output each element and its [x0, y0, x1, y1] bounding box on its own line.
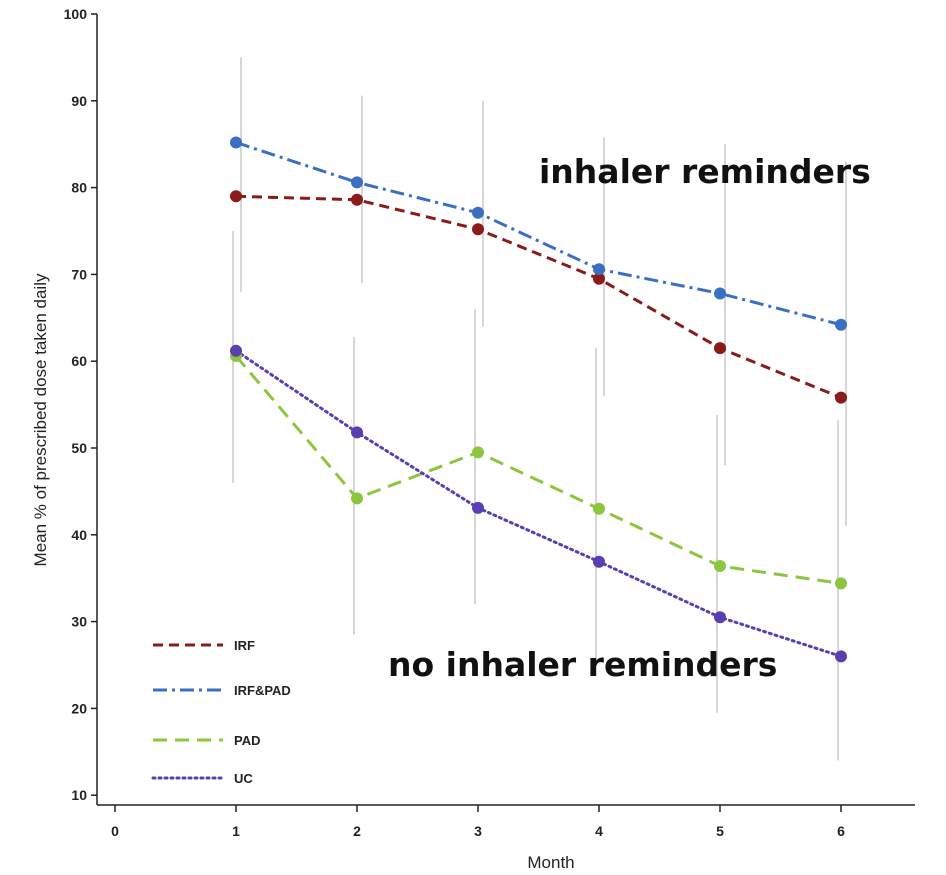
data-point-irf-pad	[351, 176, 363, 189]
data-point-irf	[593, 272, 605, 285]
data-point-uc	[472, 501, 484, 514]
legend: IRF IRF&PAD PAD UC	[151, 638, 291, 786]
data-point-uc	[351, 426, 363, 439]
y-tick-label: 10	[71, 787, 87, 803]
series-line-irf	[235, 194, 842, 400]
x-tick-label: 1	[232, 823, 240, 839]
x-axis-title: Month	[527, 853, 574, 872]
data-point-uc	[230, 344, 242, 357]
data-point-uc	[835, 650, 847, 663]
legend-label-irf: IRF	[234, 638, 255, 653]
x-tick-label: 3	[474, 823, 482, 839]
y-tick-label: 90	[71, 93, 87, 109]
data-point-irf	[835, 391, 847, 404]
x-tick-label: 2	[353, 823, 361, 839]
data-point-pad	[835, 577, 847, 590]
y-tick-label: 30	[71, 614, 87, 630]
data-point-pad	[351, 492, 363, 505]
y-tick-label: 80	[71, 180, 87, 196]
data-point-irf	[472, 223, 484, 236]
annotation-inhaler-reminders: inhaler reminders	[539, 152, 871, 191]
series-points	[230, 136, 847, 663]
data-point-irf-pad	[230, 136, 242, 149]
data-point-irf	[351, 193, 363, 206]
y-tick-label: 40	[71, 527, 87, 543]
y-tick-label: 70	[71, 266, 87, 282]
x-tick-label: 5	[716, 823, 724, 839]
legend-label-irf-pad: IRF&PAD	[234, 683, 291, 698]
y-tick-label: 20	[71, 700, 87, 716]
data-point-pad	[593, 502, 605, 515]
y-axis-ticks: 10 20 30 40 50 60 70 80 90 100	[64, 6, 97, 803]
data-point-pad	[714, 560, 726, 573]
series-line-uc	[234, 349, 843, 658]
data-point-irf	[714, 342, 726, 355]
data-point-irf-pad	[593, 263, 605, 276]
x-tick-label: 4	[595, 823, 603, 839]
series-line-irf-pad	[235, 141, 842, 327]
data-point-uc	[593, 555, 605, 568]
data-point-pad	[472, 446, 484, 459]
series-lines	[234, 141, 843, 658]
data-point-irf	[230, 190, 242, 203]
series-line-pad	[234, 355, 842, 585]
x-tick-label: 6	[837, 823, 845, 839]
x-axis-ticks: 0 1 2 3 4 5 6	[111, 805, 845, 839]
x-tick-label: 0	[111, 823, 119, 839]
data-point-irf-pad	[835, 318, 847, 331]
data-point-uc	[714, 611, 726, 624]
y-axis-title: Mean % of prescribed dose taken daily	[31, 273, 50, 566]
annotation-no-inhaler-reminders: no inhaler reminders	[388, 645, 777, 684]
legend-label-uc: UC	[234, 771, 253, 786]
y-tick-label: 100	[64, 6, 88, 22]
data-point-irf-pad	[472, 206, 484, 219]
legend-label-pad: PAD	[234, 733, 260, 748]
data-point-irf-pad	[714, 287, 726, 300]
y-tick-label: 50	[71, 440, 87, 456]
axes	[96, 14, 915, 806]
y-tick-label: 60	[71, 353, 87, 369]
